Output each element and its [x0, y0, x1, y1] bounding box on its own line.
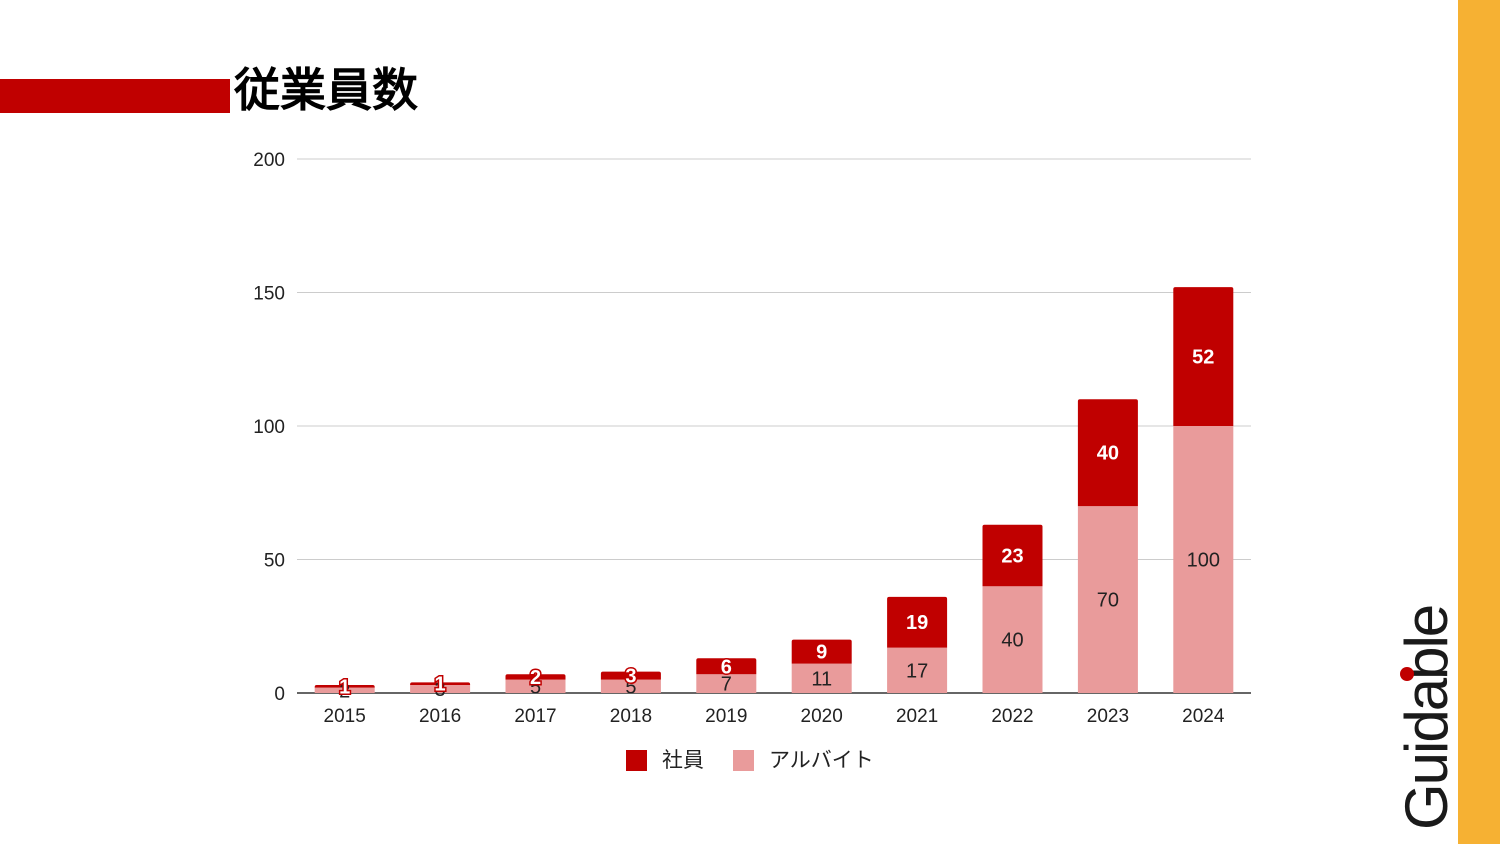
data-label-arbeit-2022: 40 [1001, 630, 1023, 652]
data-label-seiin-2023: 40 [1097, 443, 1119, 465]
data-label-arbeit-2020: 11 [811, 668, 832, 690]
data-label-arbeit-2024: 100 [1187, 550, 1220, 572]
data-label-seiin-2019: 6 [721, 656, 732, 678]
side-accent-bar [1458, 0, 1500, 844]
x-tick-label: 2019 [705, 706, 747, 727]
bar-seiin-2017 [505, 674, 566, 680]
legend-swatch-1 [733, 750, 754, 771]
data-label-arbeit-2018: 5 [625, 676, 636, 698]
data-label-arbeit-2021: 17 [906, 660, 928, 682]
y-tick-label: 50 [264, 551, 285, 572]
legend-label-0: 社員 [662, 748, 704, 772]
x-axis-ticks: 2015 2016 2017 2018 2019 2020 2021 2022 2023 2024 [324, 706, 1225, 727]
x-tick-label: 2022 [991, 706, 1033, 727]
data-label-arbeit-2019: 7 [721, 674, 732, 696]
bar-arbeit-2023 [1077, 506, 1138, 693]
bar-seiin-2016 [410, 682, 471, 685]
x-tick-label: 2016 [419, 706, 461, 727]
title-accent-bar [0, 79, 230, 113]
bar-seiin-2022 [982, 524, 1043, 587]
bar-arbeit-2017 [505, 679, 566, 693]
bar-seiin-2024 [1173, 287, 1234, 426]
y-tick-label: 150 [253, 284, 285, 305]
legend: 社員 アルバイト [626, 748, 874, 772]
x-tick-label: 2020 [801, 706, 843, 727]
y-tick-label: 100 [253, 417, 285, 438]
data-label-seiin-2018: 3 [625, 666, 636, 688]
bar-seiin-2023 [1077, 399, 1138, 507]
data-label-seiin-2024: 52 [1192, 347, 1214, 369]
x-tick-label: 2018 [610, 706, 652, 727]
legend-swatch-0 [626, 750, 647, 771]
bar-seiin-2019 [696, 658, 757, 675]
legend-label-1: アルバイト [769, 748, 874, 772]
data-label-seiin-2017: 2 [530, 667, 541, 689]
data-label-arbeit-2023: 70 [1097, 590, 1119, 612]
bars [314, 287, 1234, 693]
bar-arbeit-2016 [410, 684, 471, 693]
page-title: 従業員数 [234, 63, 418, 117]
data-label-seiin-2022: 23 [1001, 545, 1023, 567]
data-label-arbeit-2016: 3 [435, 679, 446, 701]
bar-seiin-2021 [887, 596, 948, 648]
logo-dot-icon [1400, 667, 1414, 681]
bar-arbeit-2021 [887, 647, 948, 693]
bar-arbeit-2024 [1173, 426, 1234, 693]
y-tick-label: 200 [253, 150, 285, 171]
data-label-arbeit-2017: 5 [530, 676, 541, 698]
guidable-logo: Guidable [1393, 560, 1460, 830]
data-label-seiin-2021: 19 [906, 612, 928, 634]
bar-arbeit-2019 [696, 674, 757, 693]
bar-seiin-2018 [600, 671, 661, 680]
y-tick-label: 0 [274, 684, 285, 705]
y-axis-ticks: 0 50 100 150 200 [253, 150, 285, 705]
logo-text: Guidable [1393, 605, 1460, 830]
x-tick-label: 2024 [1182, 706, 1225, 727]
x-tick-label: 2021 [896, 706, 938, 727]
bar-arbeit-2022 [982, 586, 1043, 693]
bar-seiin-2020 [791, 639, 852, 664]
x-tick-label: 2015 [324, 706, 366, 727]
bar-arbeit-2018 [600, 679, 661, 693]
bar-arbeit-2015 [314, 687, 375, 693]
bar-seiin-2015 [314, 684, 375, 688]
bar-arbeit-2020 [791, 663, 852, 693]
data-label-seiin-2016: 1 [435, 674, 446, 696]
x-tick-label: 2023 [1087, 706, 1129, 727]
data-label-arbeit-2015: 2 [339, 680, 350, 702]
x-tick-label: 2017 [514, 706, 556, 727]
data-label-seiin-2015: 1 [339, 676, 350, 698]
data-label-seiin-2020: 9 [816, 642, 827, 664]
